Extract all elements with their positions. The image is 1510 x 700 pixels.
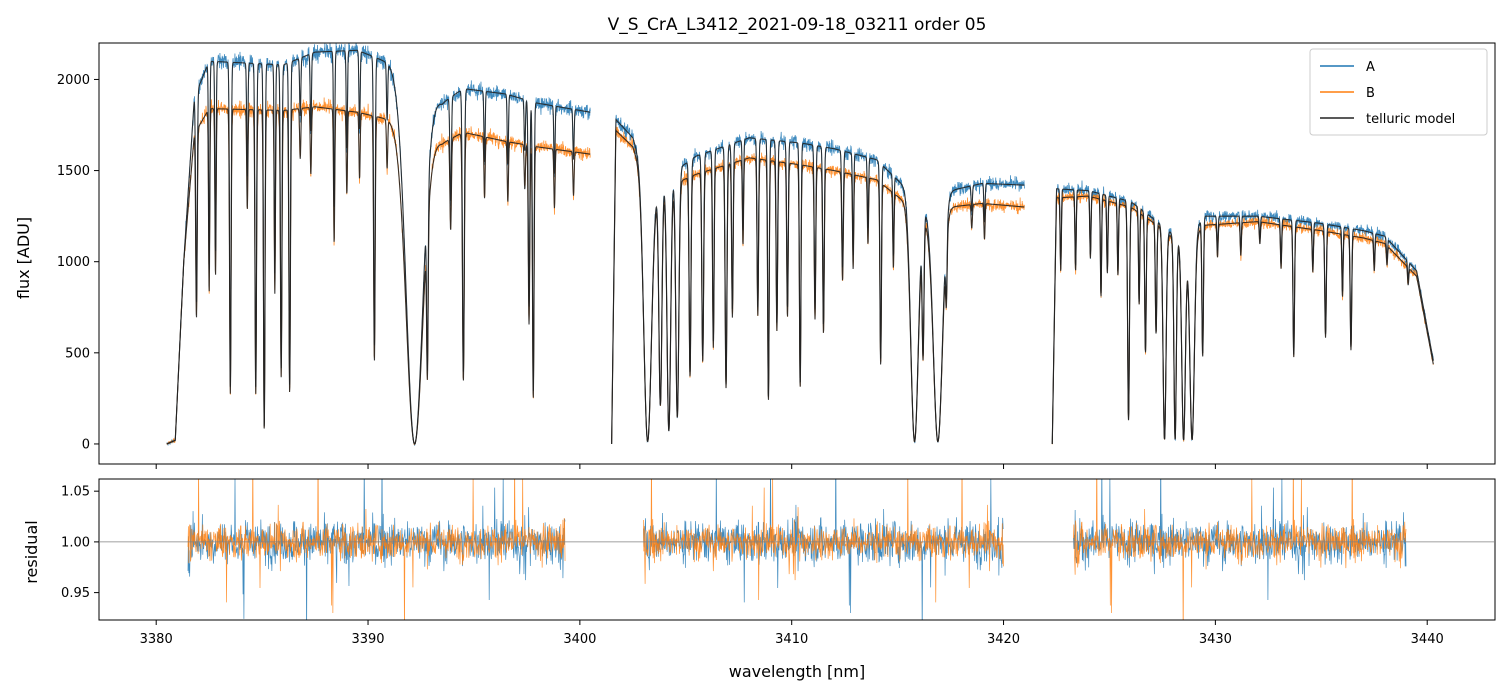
flux-y-tick-label: 2000 bbox=[57, 73, 90, 88]
residual-y-tick-label: 1.00 bbox=[61, 535, 90, 550]
legend-label-model: telluric model bbox=[1366, 112, 1455, 127]
flux-axes-frame bbox=[98, 42, 1496, 465]
flux-x-axis bbox=[155, 464, 1428, 469]
flux-y-tick-label: 0 bbox=[82, 437, 90, 452]
telluric-model-line bbox=[1051, 195, 1434, 444]
flux-y-axis: 0 500 1000 1500 2000 bbox=[57, 73, 99, 452]
chart-title: V_S_CrA_L3412_2021-09-18_03211 order 05 bbox=[608, 15, 987, 35]
residual-x-tick-label: 3410 bbox=[775, 632, 808, 647]
flux-plot-area bbox=[166, 43, 1434, 446]
series-b-line bbox=[1051, 190, 1434, 445]
residual-y-axis: 0.95 1.00 1.05 bbox=[61, 485, 99, 601]
residual-x-tick-label: 3380 bbox=[140, 632, 173, 647]
residual-b-line bbox=[187, 479, 566, 620]
flux-y-tick-label: 1000 bbox=[57, 255, 90, 270]
series-a-line bbox=[611, 114, 1025, 444]
legend-label-a: A bbox=[1366, 60, 1375, 75]
residual-a-line bbox=[1073, 479, 1407, 601]
residual-x-axis: 3380 3390 3400 3410 3420 3430 3440 bbox=[140, 620, 1444, 647]
residual-x-tick-label: 3390 bbox=[351, 632, 384, 647]
residual-x-tick-label: 3420 bbox=[987, 632, 1020, 647]
residual-b-line bbox=[643, 479, 1004, 603]
series-b-line bbox=[611, 126, 1025, 444]
legend-box bbox=[1309, 48, 1488, 136]
residual-axes-frame bbox=[98, 478, 1496, 621]
residual-x-tick-label: 3430 bbox=[1199, 632, 1232, 647]
flux-y-tick-label: 1500 bbox=[57, 164, 90, 179]
flux-y-axis-label: flux [ADU] bbox=[14, 217, 33, 299]
residual-x-tick-label: 3440 bbox=[1411, 632, 1444, 647]
series-a-line bbox=[1051, 180, 1434, 444]
residual-x-tick-label: 3400 bbox=[563, 632, 596, 647]
residual-y-tick-label: 1.05 bbox=[61, 485, 90, 500]
residual-b-line bbox=[1073, 479, 1407, 620]
telluric-model-line bbox=[166, 49, 591, 445]
legend-label-b: B bbox=[1366, 86, 1375, 101]
telluric-model-line bbox=[1051, 188, 1434, 444]
telluric-model-line bbox=[166, 106, 591, 445]
x-axis-label: wavelength [nm] bbox=[729, 662, 866, 681]
residual-y-axis-label: residual bbox=[22, 520, 41, 583]
residual-y-tick-label: 0.95 bbox=[61, 586, 90, 601]
telluric-model-line bbox=[611, 129, 1025, 444]
flux-y-tick-label: 500 bbox=[65, 346, 90, 361]
legend: A B telluric model bbox=[1309, 48, 1488, 136]
